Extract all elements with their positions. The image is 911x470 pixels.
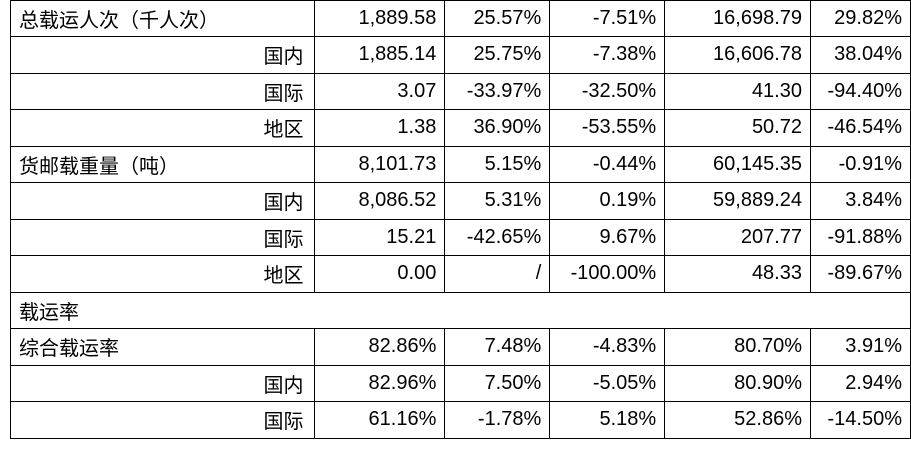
- value-cell: 8,086.52: [313, 182, 446, 220]
- value-cell: -32.50%: [549, 72, 666, 110]
- value-cell: -100.00%: [549, 255, 666, 293]
- value-cell: 8,101.73: [313, 145, 446, 183]
- value-cell: 7.50%: [444, 364, 551, 402]
- value-cell: -94.40%: [810, 72, 911, 110]
- value-cell: 36.90%: [444, 109, 551, 147]
- value-cell: -91.88%: [810, 218, 911, 256]
- value-cell: 3.91%: [810, 328, 911, 366]
- table-row: 货邮载重量（吨） 8,101.73 5.15% -0.44% 60,145.35 -0.9…: [10, 145, 911, 183]
- table-row: 综合载运率 82.86% 7.48% -4.83% 80.70% 3.91%: [10, 328, 911, 366]
- value-cell: 29.82%: [810, 0, 911, 37]
- value-cell: -4.83%: [549, 328, 666, 366]
- section-label: 载运率: [10, 291, 911, 329]
- table-row: 国际 15.21 -42.65% 9.67% 207.77 -91.88%: [10, 218, 911, 256]
- value-cell: 59,889.24: [664, 182, 811, 220]
- row-label: 综合载运率: [10, 328, 315, 366]
- row-sublabel: 地区: [10, 109, 315, 147]
- value-cell: -0.91%: [810, 145, 911, 183]
- value-cell: 1,885.14: [313, 36, 446, 74]
- row-sublabel: 国内: [10, 36, 315, 74]
- value-cell: 38.04%: [810, 36, 911, 74]
- table-row: 总载运人次（千人次） 1,889.58 25.57% -7.51% 16,698.79 2…: [10, 0, 911, 37]
- value-cell: -42.65%: [444, 218, 551, 256]
- value-cell: 25.57%: [444, 0, 551, 37]
- row-label: 总载运人次（千人次）: [10, 0, 315, 37]
- row-sublabel: 地区: [10, 255, 315, 293]
- table-row: 国际 61.16% -1.78% 5.18% 52.86% -14.50%: [10, 401, 911, 439]
- table-row: 载运率: [10, 291, 911, 329]
- table-row: 国内 82.96% 7.50% -5.05% 80.90% 2.94%: [10, 364, 911, 402]
- value-cell: 41.30: [664, 72, 811, 110]
- value-cell: -1.78%: [444, 401, 551, 439]
- value-cell: 52.86%: [664, 401, 811, 439]
- value-cell: 0.19%: [549, 182, 666, 220]
- value-cell: 9.67%: [549, 218, 666, 256]
- value-cell: 50.72: [664, 109, 811, 147]
- row-sublabel: 国际: [10, 72, 315, 110]
- value-cell: 7.48%: [444, 328, 551, 366]
- value-cell: 3.07: [313, 72, 446, 110]
- value-cell: 25.75%: [444, 36, 551, 74]
- value-cell: -7.51%: [549, 0, 666, 37]
- table-row: 地区 1.38 36.90% -53.55% 50.72 -46.54%: [10, 109, 911, 147]
- value-cell: 82.86%: [313, 328, 446, 366]
- table-row: 国内 1,885.14 25.75% -7.38% 16,606.78 38.04%: [10, 36, 911, 74]
- value-cell: 0.00: [313, 255, 446, 293]
- value-cell: 2.94%: [810, 364, 911, 402]
- value-cell: 1,889.58: [313, 0, 446, 37]
- table-row: 国内 8,086.52 5.31% 0.19% 59,889.24 3.84%: [10, 182, 911, 220]
- value-cell: 48.33: [664, 255, 811, 293]
- value-cell: -53.55%: [549, 109, 666, 147]
- table-row: 国际 3.07 -33.97% -32.50% 41.30 -94.40%: [10, 72, 911, 110]
- row-sublabel: 国际: [10, 218, 315, 256]
- row-sublabel: 国内: [10, 364, 315, 402]
- value-cell: -46.54%: [810, 109, 911, 147]
- value-cell: 5.15%: [444, 145, 551, 183]
- row-sublabel: 国内: [10, 182, 315, 220]
- value-cell: -33.97%: [444, 72, 551, 110]
- value-cell: 16,606.78: [664, 36, 811, 74]
- value-cell: 61.16%: [313, 401, 446, 439]
- table-row: 地区 0.00/-100.00% 48.33 -89.67%: [10, 255, 911, 293]
- value-cell: -14.50%: [810, 401, 911, 439]
- value-cell: -89.67%: [810, 255, 911, 293]
- value-cell: 5.31%: [444, 182, 551, 220]
- value-cell: 82.96%: [313, 364, 446, 402]
- table-body: 总载运人次（千人次） 1,889.58 25.57% -7.51% 16,698.79 2…: [10, 0, 911, 439]
- value-cell: -0.44%: [549, 145, 666, 183]
- value-cell: -5.05%: [549, 364, 666, 402]
- value-cell: /: [444, 255, 551, 293]
- value-cell: 3.84%: [810, 182, 911, 220]
- data-table: 总载运人次（千人次） 1,889.58 25.57% -7.51% 16,698.79 2…: [10, 0, 911, 439]
- row-sublabel: 国际: [10, 401, 315, 439]
- row-label: 货邮载重量（吨）: [10, 145, 315, 183]
- value-cell: -7.38%: [549, 36, 666, 74]
- value-cell: 60,145.35: [664, 145, 811, 183]
- value-cell: 5.18%: [549, 401, 666, 439]
- value-cell: 80.90%: [664, 364, 811, 402]
- value-cell: 15.21: [313, 218, 446, 256]
- value-cell: 207.77: [664, 218, 811, 256]
- value-cell: 1.38: [313, 109, 446, 147]
- value-cell: 80.70%: [664, 328, 811, 366]
- value-cell: 16,698.79: [664, 0, 811, 37]
